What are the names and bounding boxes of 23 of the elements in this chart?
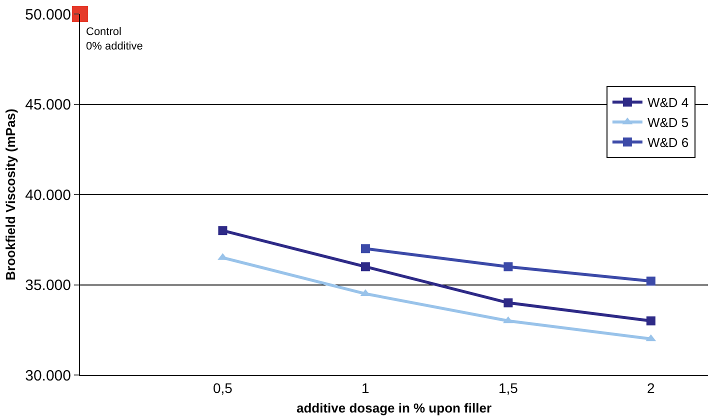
x-axis-title: additive dosage in % upon filler xyxy=(296,400,492,416)
legend-label: W&D 4 xyxy=(647,95,689,110)
point xyxy=(504,298,513,308)
x-tick-label: 0,5 xyxy=(212,380,233,396)
point xyxy=(360,244,370,254)
point xyxy=(646,316,656,326)
y-tick-label: 50.000 xyxy=(25,6,71,24)
point xyxy=(504,262,513,272)
annotation: Control 0% additive xyxy=(86,26,143,52)
y-axis-title: Brookfield Viscosity (mPas) xyxy=(3,108,18,280)
y-tick-label: 45.000 xyxy=(25,96,71,114)
y-tick-label: 30.000 xyxy=(25,367,71,384)
legend-label: W&D 6 xyxy=(647,135,689,150)
x-tick-label: 2 xyxy=(647,380,656,396)
point xyxy=(360,262,370,272)
point xyxy=(218,226,228,236)
x-tick-label: 1,5 xyxy=(498,380,518,396)
legend-label: W&D 5 xyxy=(647,115,689,130)
y-tick-label: 35.000 xyxy=(25,277,71,294)
y-tick-label: 40.000 xyxy=(25,186,71,204)
x-tick-label: 1 xyxy=(362,380,370,396)
point xyxy=(72,6,88,22)
point xyxy=(646,276,656,286)
